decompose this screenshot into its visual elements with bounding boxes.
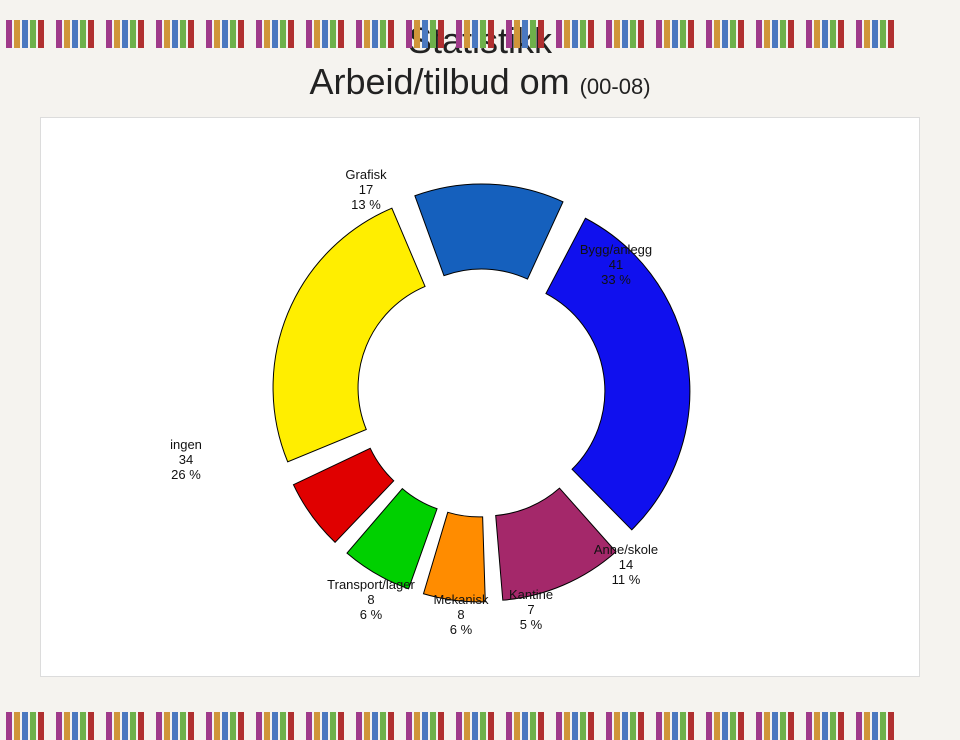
decorative-stripes-top — [0, 20, 960, 48]
slice-ingen — [273, 208, 425, 462]
label-grafisk: Grafisk1713 % — [311, 168, 421, 213]
label-transport-lager: Transport/lager86 % — [316, 578, 426, 623]
label-anne-skole: Anne/skole1411 % — [571, 543, 681, 588]
title-line-2: Arbeid/tilbud om (00-08) — [0, 61, 960, 102]
title-suffix: (00-08) — [580, 74, 651, 99]
title-main: Arbeid/tilbud om — [309, 61, 579, 102]
label-bygg-anlegg: Bygg/anlegg4133 % — [561, 243, 671, 288]
chart-panel: Grafisk1713 % Bygg/anlegg4133 % Anne/skole… — [40, 117, 920, 677]
label-ingen: ingen3426 % — [131, 438, 241, 483]
slice-grafisk — [415, 184, 563, 279]
decorative-stripes-bottom — [0, 712, 960, 740]
